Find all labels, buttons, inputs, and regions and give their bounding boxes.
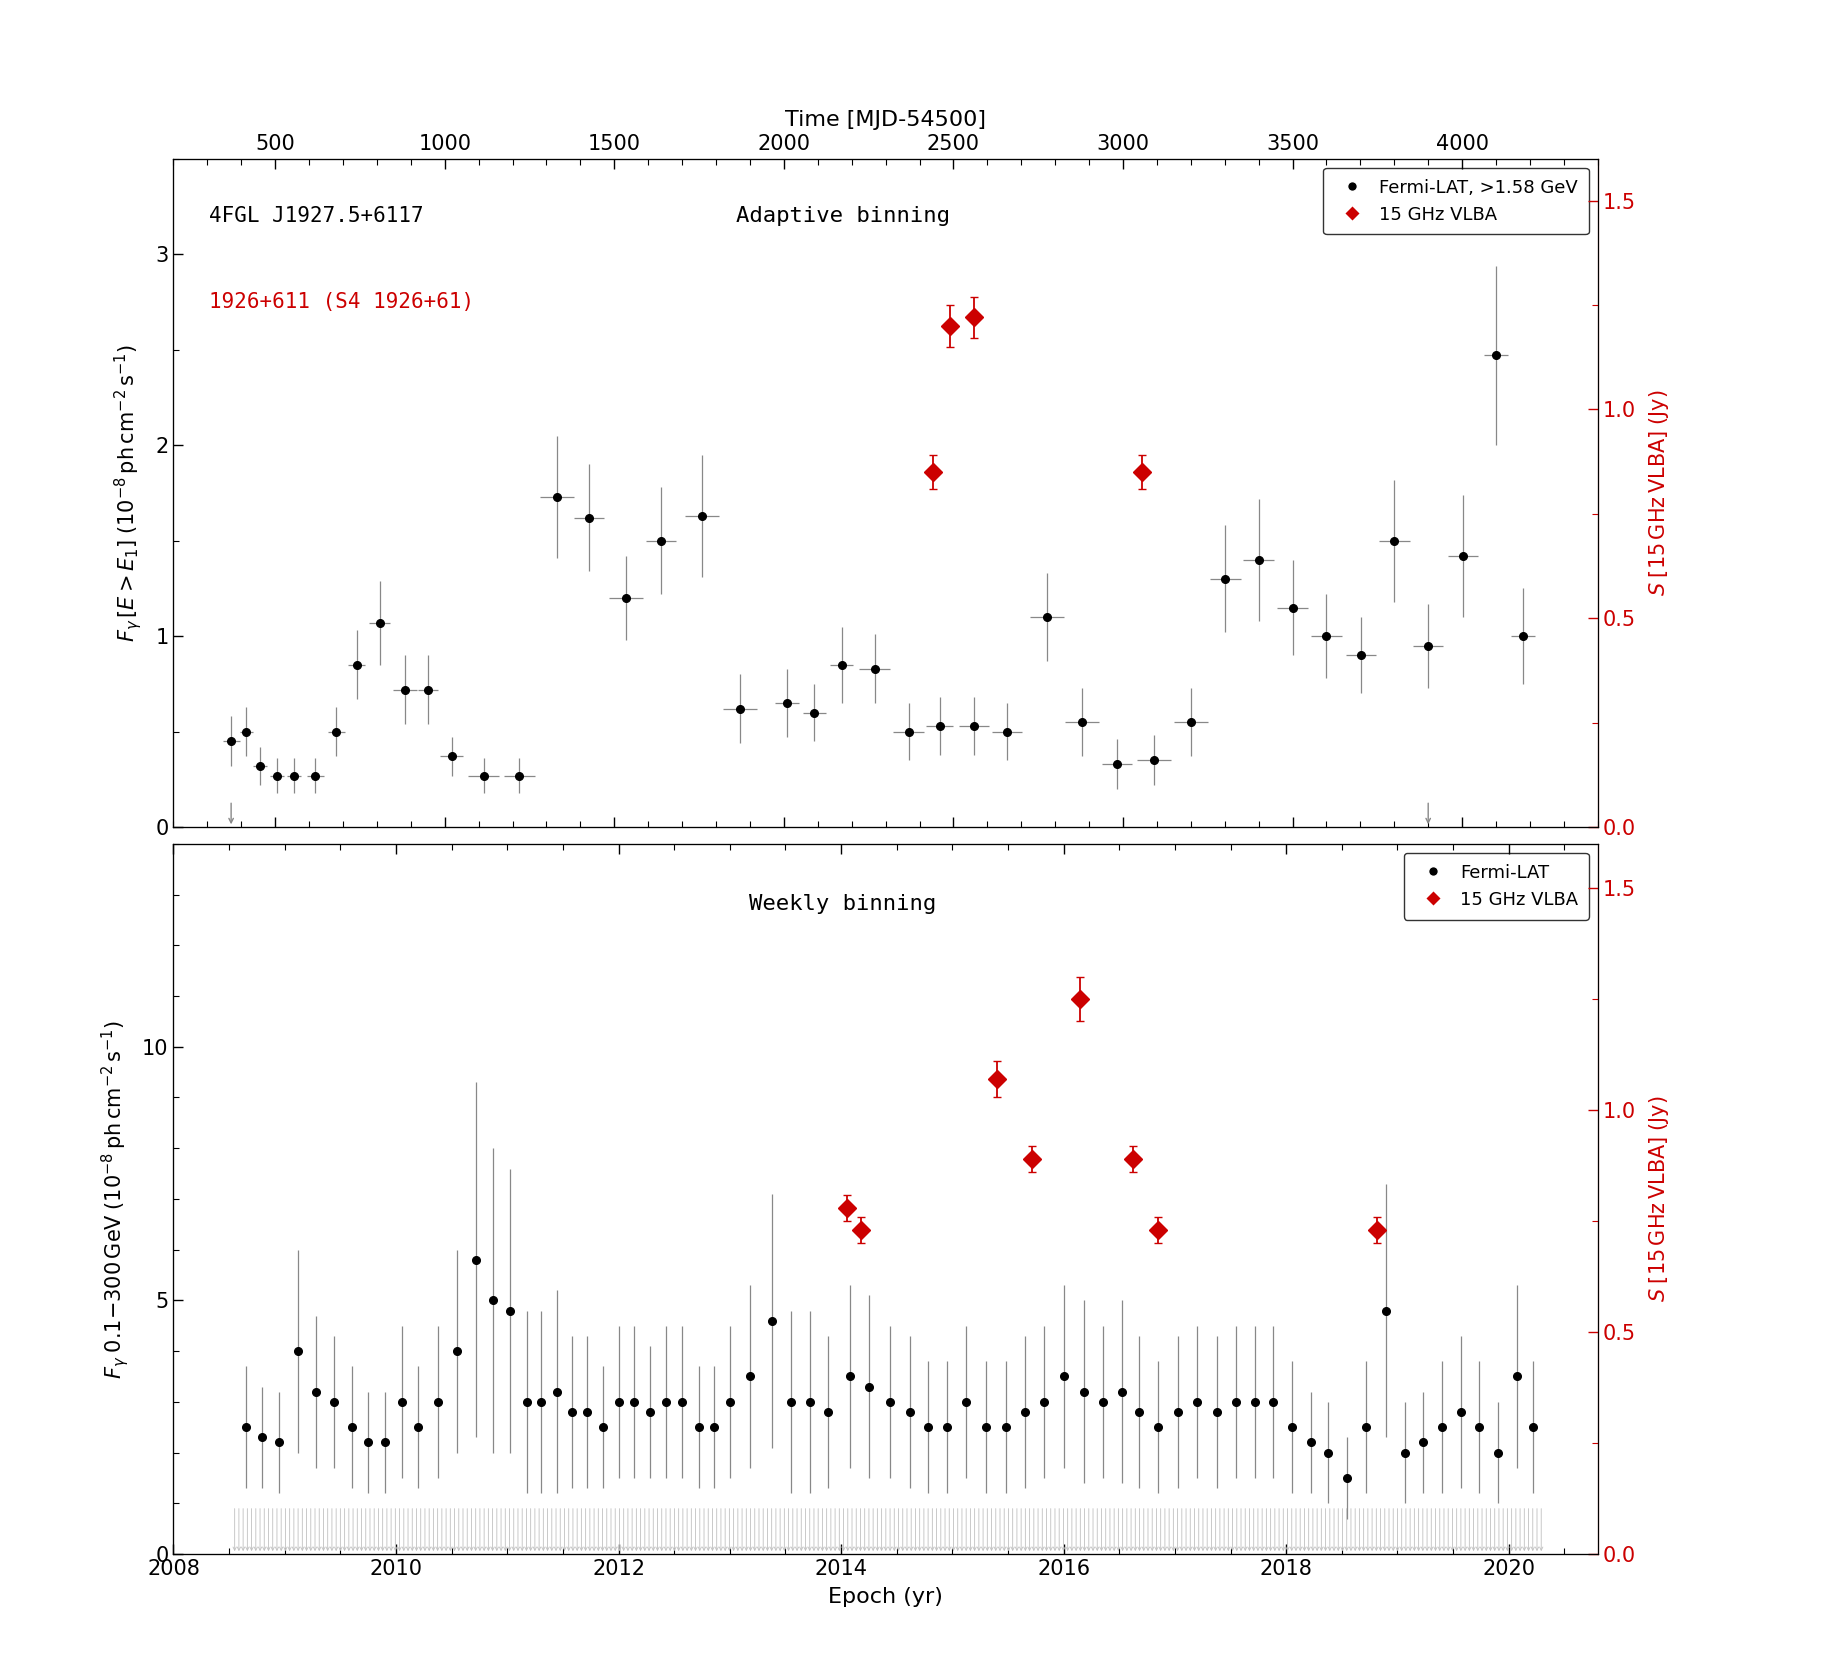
Y-axis label: $F_\gamma\,[E{>}E_1]\;(10^{-8}\,\mathrm{ph\,cm^{-2}\,s^{-1}})$: $F_\gamma\,[E{>}E_1]\;(10^{-8}\,\mathrm{…	[111, 344, 144, 642]
Y-axis label: $S\;[15\,\mathrm{GHz\,VLBA}]\;(\mathrm{Jy})$: $S\;[15\,\mathrm{GHz\,VLBA}]\;(\mathrm{J…	[1647, 389, 1671, 597]
Text: Adaptive binning: Adaptive binning	[736, 206, 950, 226]
X-axis label: Epoch (yr): Epoch (yr)	[829, 1587, 942, 1608]
Y-axis label: $F_\gamma\;0.1\mathrm{-}300\,\mathrm{GeV}\;(10^{-8}\,\mathrm{ph\,cm^{-2}\,s^{-1}: $F_\gamma\;0.1\mathrm{-}300\,\mathrm{GeV…	[99, 1019, 131, 1379]
X-axis label: Time [MJD-54500]: Time [MJD-54500]	[785, 110, 986, 130]
Text: 1926+611 (S4 1926+61): 1926+611 (S4 1926+61)	[208, 292, 475, 312]
Legend: Fermi-LAT, >1.58 GeV, 15 GHz VLBA: Fermi-LAT, >1.58 GeV, 15 GHz VLBA	[1324, 167, 1589, 234]
Text: Weekly binning: Weekly binning	[749, 894, 937, 914]
Legend: Fermi-LAT, 15 GHz VLBA: Fermi-LAT, 15 GHz VLBA	[1404, 852, 1589, 919]
Text: 4FGL J1927.5+6117: 4FGL J1927.5+6117	[208, 206, 424, 226]
Y-axis label: $S\;[15\,\mathrm{GHz\,VLBA}]\;(\mathrm{Jy})$: $S\;[15\,\mathrm{GHz\,VLBA}]\;(\mathrm{J…	[1647, 1096, 1671, 1302]
